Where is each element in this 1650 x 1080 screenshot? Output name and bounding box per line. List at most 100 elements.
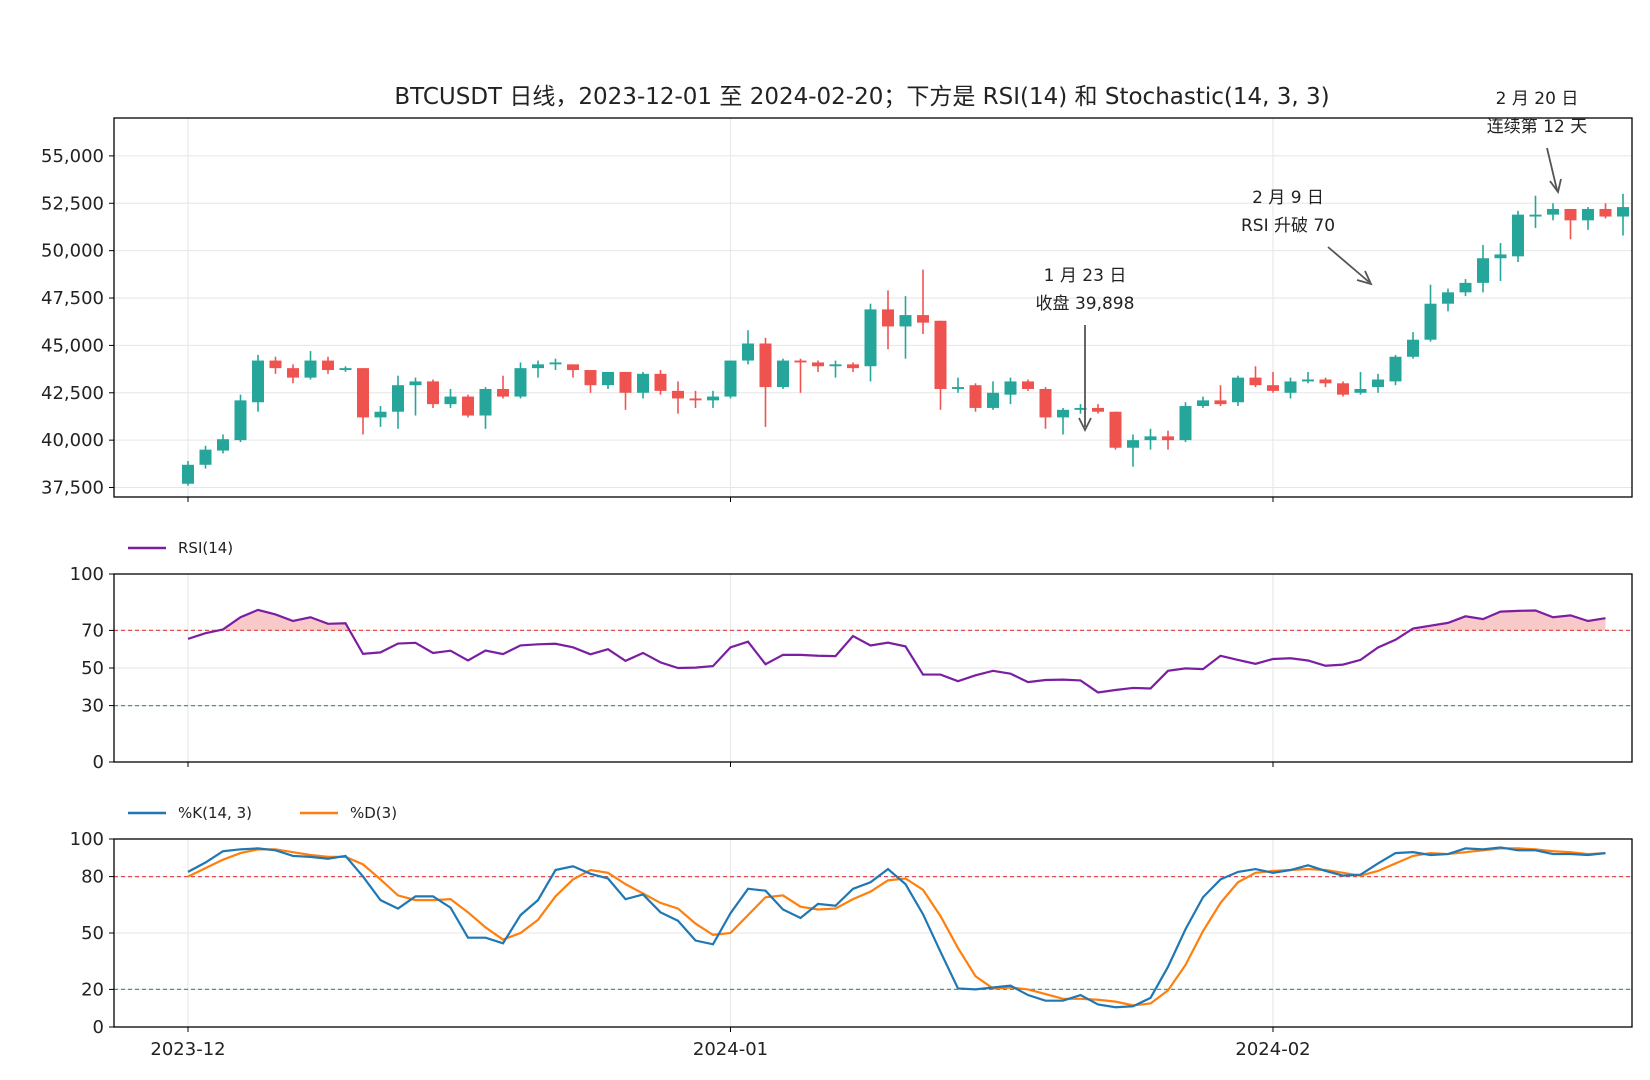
annotation-feb9-arrow	[1327, 246, 1370, 283]
candle-body-down	[497, 388, 509, 397]
annotation-feb9-line2: RSI 升破 70	[1241, 216, 1335, 236]
candle-body-up	[1459, 282, 1472, 293]
candle-body-up	[1424, 303, 1437, 340]
annotation-feb20: 2 月 20 日 连续第 12 天	[1487, 89, 1587, 195]
candle-body-up	[829, 364, 842, 367]
rsi-legend-label: RSI(14)	[178, 539, 233, 557]
rsi-y-tick-label: 50	[81, 658, 104, 679]
rsi-line	[187, 608, 1606, 694]
candle-body-up	[1074, 407, 1087, 410]
rsi-overbought-fill	[1410, 610, 1606, 631]
annotation-feb9-line1: 2 月 9 日	[1252, 188, 1324, 208]
candle-body-down	[1564, 208, 1577, 221]
candle-body-up	[864, 309, 877, 367]
rsi-legend: RSI(14)	[128, 539, 233, 557]
price-y-tick-label: 52,500	[41, 193, 104, 214]
candle-body-up	[952, 387, 964, 389]
candle-body-up	[234, 400, 247, 441]
candle-body-down	[1039, 388, 1052, 418]
candle-body-down	[357, 368, 369, 418]
candle-body-up	[514, 368, 527, 397]
rsi-y-tick-label: 100	[70, 564, 104, 585]
stoch-frame	[113, 838, 1633, 1028]
candle-body-down	[969, 385, 982, 408]
candle-body-up	[899, 315, 912, 327]
candle-body-down	[882, 309, 894, 327]
candle-body-up	[217, 439, 229, 451]
candle-body-down	[917, 315, 929, 323]
x-tick-label: 2023-12	[150, 1039, 225, 1060]
candle-body-down	[322, 360, 334, 371]
annotation-feb20-line2: 连续第 12 天	[1487, 117, 1587, 137]
rsi-y-tick-label: 30	[81, 696, 104, 717]
price-y-tick-label: 42,500	[41, 383, 104, 404]
candle-body-down	[567, 364, 579, 371]
stoch-k-line	[187, 846, 1606, 1009]
rsi-y-tick-label: 70	[81, 620, 104, 641]
candle-body-up	[707, 396, 719, 401]
candle-body-down	[654, 373, 667, 391]
annotation-feb9-arrowhead	[1356, 270, 1373, 286]
candle-body-down	[759, 343, 772, 388]
candle-body-up	[1494, 254, 1507, 259]
candle-body-down	[619, 371, 632, 393]
candle-body-down	[847, 364, 859, 369]
x-tick-label: 2024-02	[1235, 1039, 1310, 1060]
chart-title: BTCUSDT 日线，2023-12-01 至 2024-02-20；下方是 R…	[394, 84, 1329, 110]
candle-body-up	[1354, 388, 1367, 393]
candle-body-up	[1547, 208, 1559, 215]
d-legend-label: %D(3)	[350, 804, 397, 822]
candle-body-down	[1022, 381, 1034, 389]
k-legend-label: %K(14, 3)	[178, 804, 252, 822]
candle-body-up	[1302, 379, 1314, 382]
candle-body-down	[427, 381, 439, 405]
stochastic-panel: 0 20 50 80 100 2023-12 2024-01 2024-02	[70, 829, 1633, 1060]
candle-body-up	[549, 362, 562, 365]
candle-body-up	[1512, 214, 1524, 257]
candle-body-up	[532, 364, 544, 369]
candle-body-up	[602, 371, 614, 386]
candle-body-down	[269, 360, 282, 369]
annotation-jan23: 1 月 23 日 收盘 39,898	[1036, 266, 1134, 433]
stoch-y-tick-label: 80	[81, 867, 104, 888]
candle-body-up	[1372, 379, 1384, 388]
stochastic-legend: %K(14, 3) %D(3)	[128, 804, 397, 822]
candle-body-up	[777, 360, 789, 388]
candle-body-up	[1389, 356, 1402, 382]
candle-body-up	[724, 360, 737, 397]
candle-body-up	[199, 449, 212, 465]
price-y-tick-label: 40,000	[41, 430, 104, 451]
stoch-y-tick-label: 0	[93, 1017, 104, 1038]
candle-body-up	[1232, 377, 1244, 403]
candle-body-down	[287, 368, 299, 378]
candle-body-down	[794, 360, 807, 363]
price-y-tick-label: 47,500	[41, 288, 104, 309]
candle-body-up	[1477, 258, 1489, 283]
stoch-y-tick-label: 50	[81, 923, 104, 944]
candle-body-up	[1057, 409, 1069, 418]
candle-body-down	[1249, 377, 1262, 386]
candle-body-up	[1127, 440, 1139, 448]
candle-body-up	[479, 388, 492, 416]
rsi-y-tick-label: 0	[93, 752, 104, 773]
candle-body-up	[1529, 214, 1542, 217]
stoch-y-tick-label: 20	[81, 979, 104, 1000]
annotation-feb20-line1: 2 月 20 日	[1496, 89, 1579, 109]
candle-body-up	[1197, 400, 1209, 407]
annotation-jan23-arrowhead	[1078, 417, 1092, 433]
candle-body-down	[1337, 383, 1349, 395]
candle-body-down	[1599, 208, 1612, 217]
candle-body-up	[1144, 436, 1157, 441]
annotation-jan23-line1: 1 月 23 日	[1044, 266, 1127, 286]
candle-body-down	[462, 396, 474, 416]
candle-body-up	[637, 373, 649, 393]
annotation-feb20-arrowhead	[1549, 178, 1562, 195]
candle-body-up	[374, 411, 387, 418]
candle-body-up	[392, 385, 404, 412]
stoch-d-line	[187, 847, 1606, 1007]
candle-body-down	[1319, 379, 1332, 384]
candle-body-up	[304, 360, 317, 378]
candle-body-up	[339, 368, 352, 371]
candle-body-up	[252, 360, 264, 403]
